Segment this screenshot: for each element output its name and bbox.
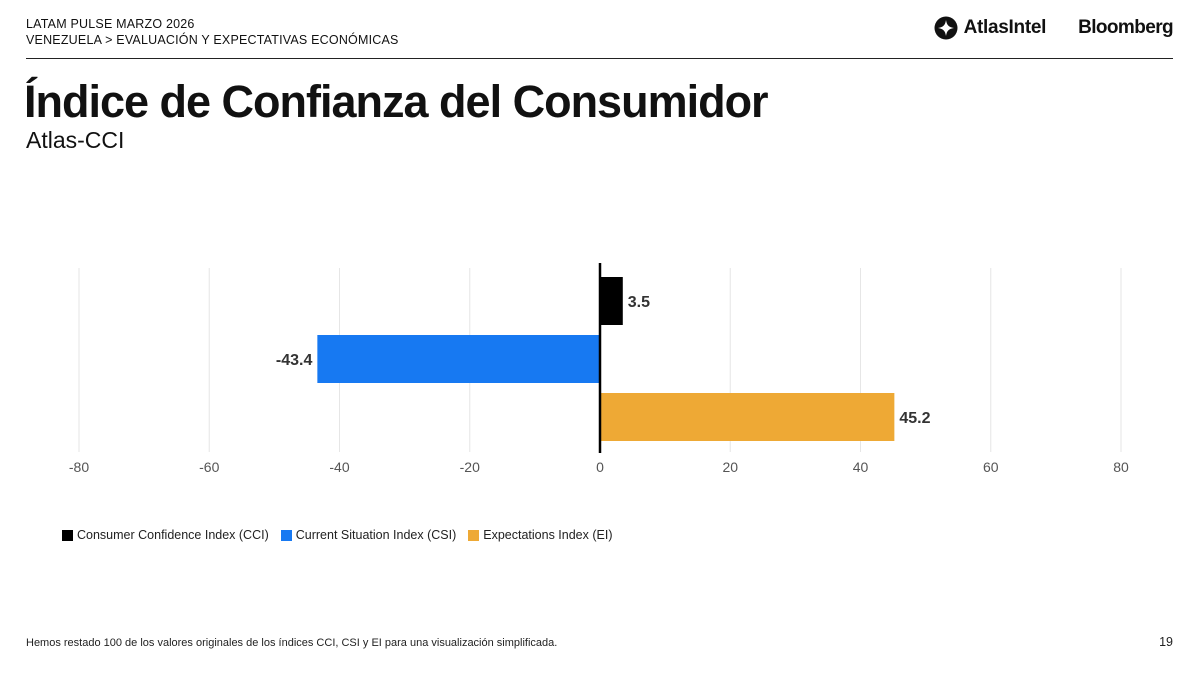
data-label-ei: 45.2	[899, 410, 930, 427]
legend-item-cci: Consumer Confidence Index (CCI)	[62, 528, 269, 542]
x-tick-label: 40	[853, 459, 869, 475]
legend-swatch-cci	[62, 529, 73, 541]
footnote: Hemos restado 100 de los valores origina…	[26, 637, 558, 649]
legend-label-cci: Consumer Confidence Index (CCI)	[77, 528, 269, 542]
x-tick-label: 0	[596, 459, 604, 475]
atlas-diamond-icon	[934, 16, 958, 40]
legend-item-csi: Current Situation Index (CSI)	[280, 528, 457, 542]
bar-cci	[600, 277, 623, 325]
legend-swatch-ei	[468, 529, 480, 541]
x-tick-label: 60	[983, 459, 999, 475]
x-axis-ticks: -80 -60 -40 -20 0 20 40 60 80	[69, 459, 1129, 475]
page-title: Índice de Confianza del Consumidor	[24, 76, 769, 127]
atlasintel-wordmark: AtlasIntel	[963, 17, 1047, 38]
page-number: 19	[1159, 635, 1173, 649]
x-tick-label: -80	[69, 459, 89, 475]
legend-swatch-csi	[280, 529, 292, 541]
legend-label-ei: Expectations Index (EI)	[483, 528, 613, 542]
legend-label-csi: Current Situation Index (CSI)	[295, 528, 457, 542]
breadcrumb: VENEZUELA > EVALUACIÓN Y EXPECTATIVAS EC…	[26, 33, 399, 47]
x-tick-label: -60	[199, 459, 219, 475]
x-tick-label: 80	[1113, 459, 1129, 475]
bar-ei	[600, 393, 895, 441]
bars	[317, 277, 895, 441]
data-label-csi: -43.4	[276, 352, 313, 369]
legend-item-ei: Expectations Index (EI)	[468, 528, 612, 542]
data-label-cci: 3.5	[628, 294, 650, 311]
header-eyebrow: LATAM PULSE MARZO 2026 VENEZUELA > EVALU…	[26, 16, 399, 48]
data-labels: 3.5 -43.4 45.2	[276, 294, 931, 427]
page-subtitle: Atlas-CCI	[26, 127, 125, 153]
x-tick-label: -20	[460, 459, 480, 475]
bloomberg-logo: Bloomberg	[1078, 17, 1173, 38]
atlasintel-logo: AtlasIntel	[934, 16, 1047, 40]
bar-csi	[317, 335, 600, 383]
logos: AtlasIntel Bloomberg	[934, 16, 1174, 40]
report-name: LATAM PULSE MARZO 2026	[26, 17, 195, 31]
chart-legend: Consumer Confidence Index (CCI) Current …	[62, 528, 624, 542]
x-tick-label: -40	[329, 459, 349, 475]
header-divider	[26, 58, 1173, 59]
x-tick-label: 20	[722, 459, 738, 475]
